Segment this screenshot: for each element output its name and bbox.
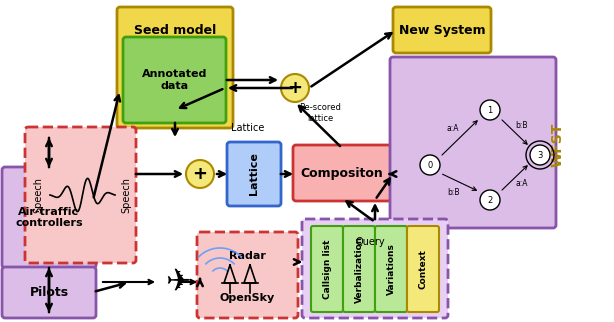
Text: b:B: b:B — [516, 120, 528, 129]
FancyBboxPatch shape — [2, 167, 96, 268]
FancyBboxPatch shape — [390, 57, 556, 228]
Text: a:A: a:A — [447, 124, 459, 132]
Circle shape — [420, 155, 440, 175]
Text: New System: New System — [398, 24, 485, 36]
FancyBboxPatch shape — [25, 127, 136, 263]
Ellipse shape — [281, 74, 309, 102]
Text: b:B: b:B — [447, 187, 459, 196]
Text: +: + — [287, 79, 303, 97]
Text: Lattice: Lattice — [249, 153, 259, 195]
Text: 0: 0 — [427, 160, 433, 169]
Text: 2: 2 — [488, 195, 492, 204]
Text: Radar: Radar — [229, 251, 266, 261]
Text: Query: Query — [355, 237, 384, 247]
Text: Context: Context — [419, 249, 427, 289]
Text: Speech: Speech — [33, 177, 43, 213]
FancyBboxPatch shape — [311, 226, 343, 312]
FancyBboxPatch shape — [293, 145, 391, 201]
Text: OpenSky: OpenSky — [220, 293, 275, 303]
FancyBboxPatch shape — [343, 226, 375, 312]
FancyBboxPatch shape — [227, 142, 281, 206]
Text: 3: 3 — [537, 150, 543, 159]
FancyBboxPatch shape — [123, 37, 226, 123]
Text: ✈: ✈ — [165, 268, 191, 297]
Text: Callsign list: Callsign list — [322, 239, 332, 299]
Text: 1: 1 — [488, 106, 492, 115]
Text: Lattice: Lattice — [231, 123, 265, 133]
Circle shape — [530, 145, 550, 165]
FancyBboxPatch shape — [2, 267, 96, 318]
Text: Seed model: Seed model — [134, 24, 216, 37]
Text: Compositon: Compositon — [301, 166, 383, 179]
FancyBboxPatch shape — [407, 226, 439, 312]
FancyBboxPatch shape — [302, 219, 448, 318]
FancyBboxPatch shape — [117, 7, 233, 128]
Text: WFST: WFST — [551, 123, 565, 167]
Text: Pilots: Pilots — [29, 286, 69, 299]
Circle shape — [480, 100, 500, 120]
FancyBboxPatch shape — [393, 7, 491, 53]
Ellipse shape — [186, 160, 214, 188]
Text: a:A: a:A — [516, 178, 528, 187]
Text: Variations: Variations — [386, 243, 395, 295]
Text: Speech: Speech — [121, 177, 131, 213]
FancyBboxPatch shape — [197, 232, 298, 318]
Text: Air-traffic
controllers: Air-traffic controllers — [15, 207, 83, 228]
Text: Verbalization: Verbalization — [354, 235, 363, 303]
Circle shape — [480, 190, 500, 210]
Text: +: + — [193, 165, 208, 183]
Text: Annotated
data: Annotated data — [142, 69, 207, 91]
FancyBboxPatch shape — [375, 226, 407, 312]
Text: Re-scored
lattice: Re-scored lattice — [299, 103, 341, 123]
